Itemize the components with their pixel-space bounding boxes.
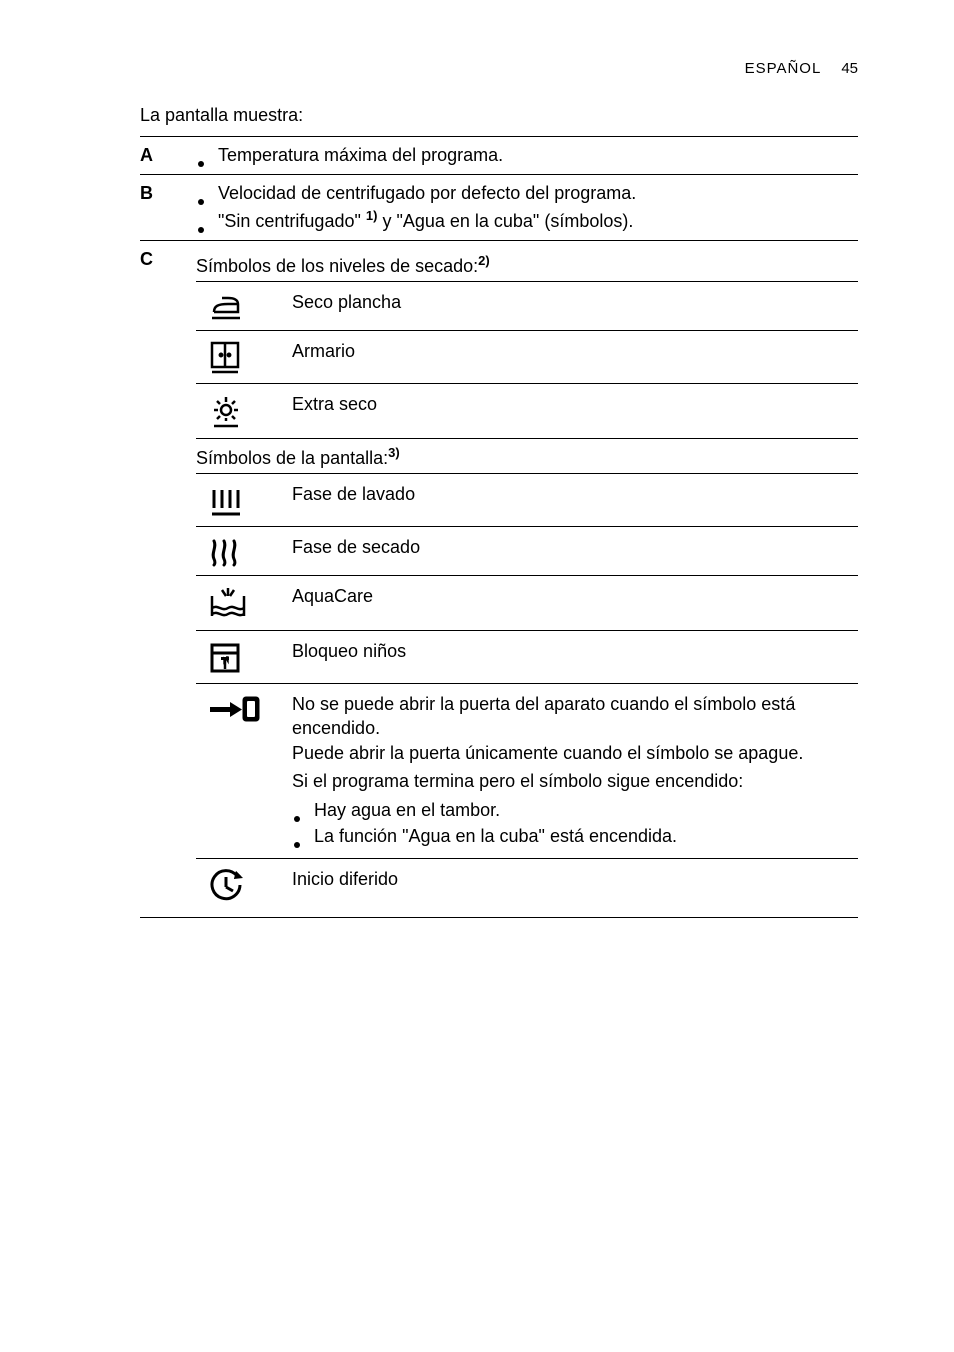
page-header: ESPAÑOL 45 [140, 60, 858, 77]
section-a-bullet-0-text: Temperatura máxima del programa. [218, 145, 503, 166]
section-c: C Símbolos de los niveles de secado:2) S… [140, 240, 858, 918]
cupboard-dry-icon [196, 339, 292, 375]
section-b-bullet-1: "Sin centrifugado" 1) y "Agua en la cuba… [196, 206, 858, 234]
header-page-number: 45 [841, 60, 858, 77]
section-a-bullet-0: Temperatura máxima del programa. [196, 143, 858, 168]
bullet-icon [294, 816, 300, 822]
bullet-icon [198, 199, 204, 205]
section-title: La pantalla muestra: [140, 105, 858, 126]
header-language: ESPAÑOL [745, 60, 822, 77]
doorlock-bullet-2: La función "Agua en la cuba" está encend… [292, 823, 858, 849]
disp-row-aquacare-label: AquaCare [292, 584, 858, 622]
section-a-letter: A [140, 143, 196, 168]
dry-levels-header: Símbolos de los niveles de secado:2) [196, 247, 858, 281]
dry-row-extra: Extra seco [196, 383, 858, 438]
dry-row-iron-label: Seco plancha [292, 290, 858, 322]
display-symbols-header: Símbolos de la pantalla:3) [196, 438, 858, 473]
dry-row-cupboard: Armario [196, 330, 858, 383]
dry-row-iron: Seco plancha [196, 281, 858, 330]
disp-row-wash: Fase de lavado [196, 473, 858, 526]
section-b: B Velocidad de centrifugado por defecto … [140, 174, 858, 240]
disp-row-aquacare: AquaCare [196, 575, 858, 630]
dry-row-cupboard-label: Armario [292, 339, 858, 375]
iron-dry-icon [196, 290, 292, 322]
display-symbols-table: Fase de lavado Fase de secado AquaCare B… [196, 473, 858, 911]
disp-row-delay-label: Inicio diferido [292, 867, 858, 903]
doorlock-bullet-1: Hay agua en el tambor. [292, 797, 858, 823]
dry-levels-table: Seco plancha Armario Extra seco [196, 281, 858, 438]
bullet-icon [294, 842, 300, 848]
disp-row-delay: Inicio diferido [196, 858, 858, 911]
disp-row-dry: Fase de secado [196, 526, 858, 575]
extra-dry-icon [196, 392, 292, 430]
child-lock-icon [196, 639, 292, 675]
section-b-bullet-1-text: "Sin centrifugado" 1) y "Agua en la cuba… [218, 208, 633, 232]
bullet-icon [198, 227, 204, 233]
door-lock-icon [196, 692, 292, 850]
delay-start-icon [196, 867, 292, 903]
wash-phase-icon [196, 482, 292, 518]
disp-row-wash-label: Fase de lavado [292, 482, 858, 518]
section-b-bullet-0: Velocidad de centrifugado por defecto de… [196, 181, 858, 206]
section-b-bullet-0-text: Velocidad de centrifugado por defecto de… [218, 183, 636, 204]
bullet-icon [198, 161, 204, 167]
disp-row-childlock-label: Bloqueo niños [292, 639, 858, 675]
dry-row-extra-label: Extra seco [292, 392, 858, 430]
aquacare-icon [196, 584, 292, 622]
disp-row-doorlock-desc: No se puede abrir la puerta del aparato … [292, 692, 858, 850]
section-a: A Temperatura máxima del programa. [140, 136, 858, 174]
disp-row-childlock: Bloqueo niños [196, 630, 858, 683]
section-b-letter: B [140, 181, 196, 234]
disp-row-dry-label: Fase de secado [292, 535, 858, 567]
section-c-letter: C [140, 247, 196, 911]
disp-row-doorlock: No se puede abrir la puerta del aparato … [196, 683, 858, 858]
dry-phase-icon [196, 535, 292, 567]
